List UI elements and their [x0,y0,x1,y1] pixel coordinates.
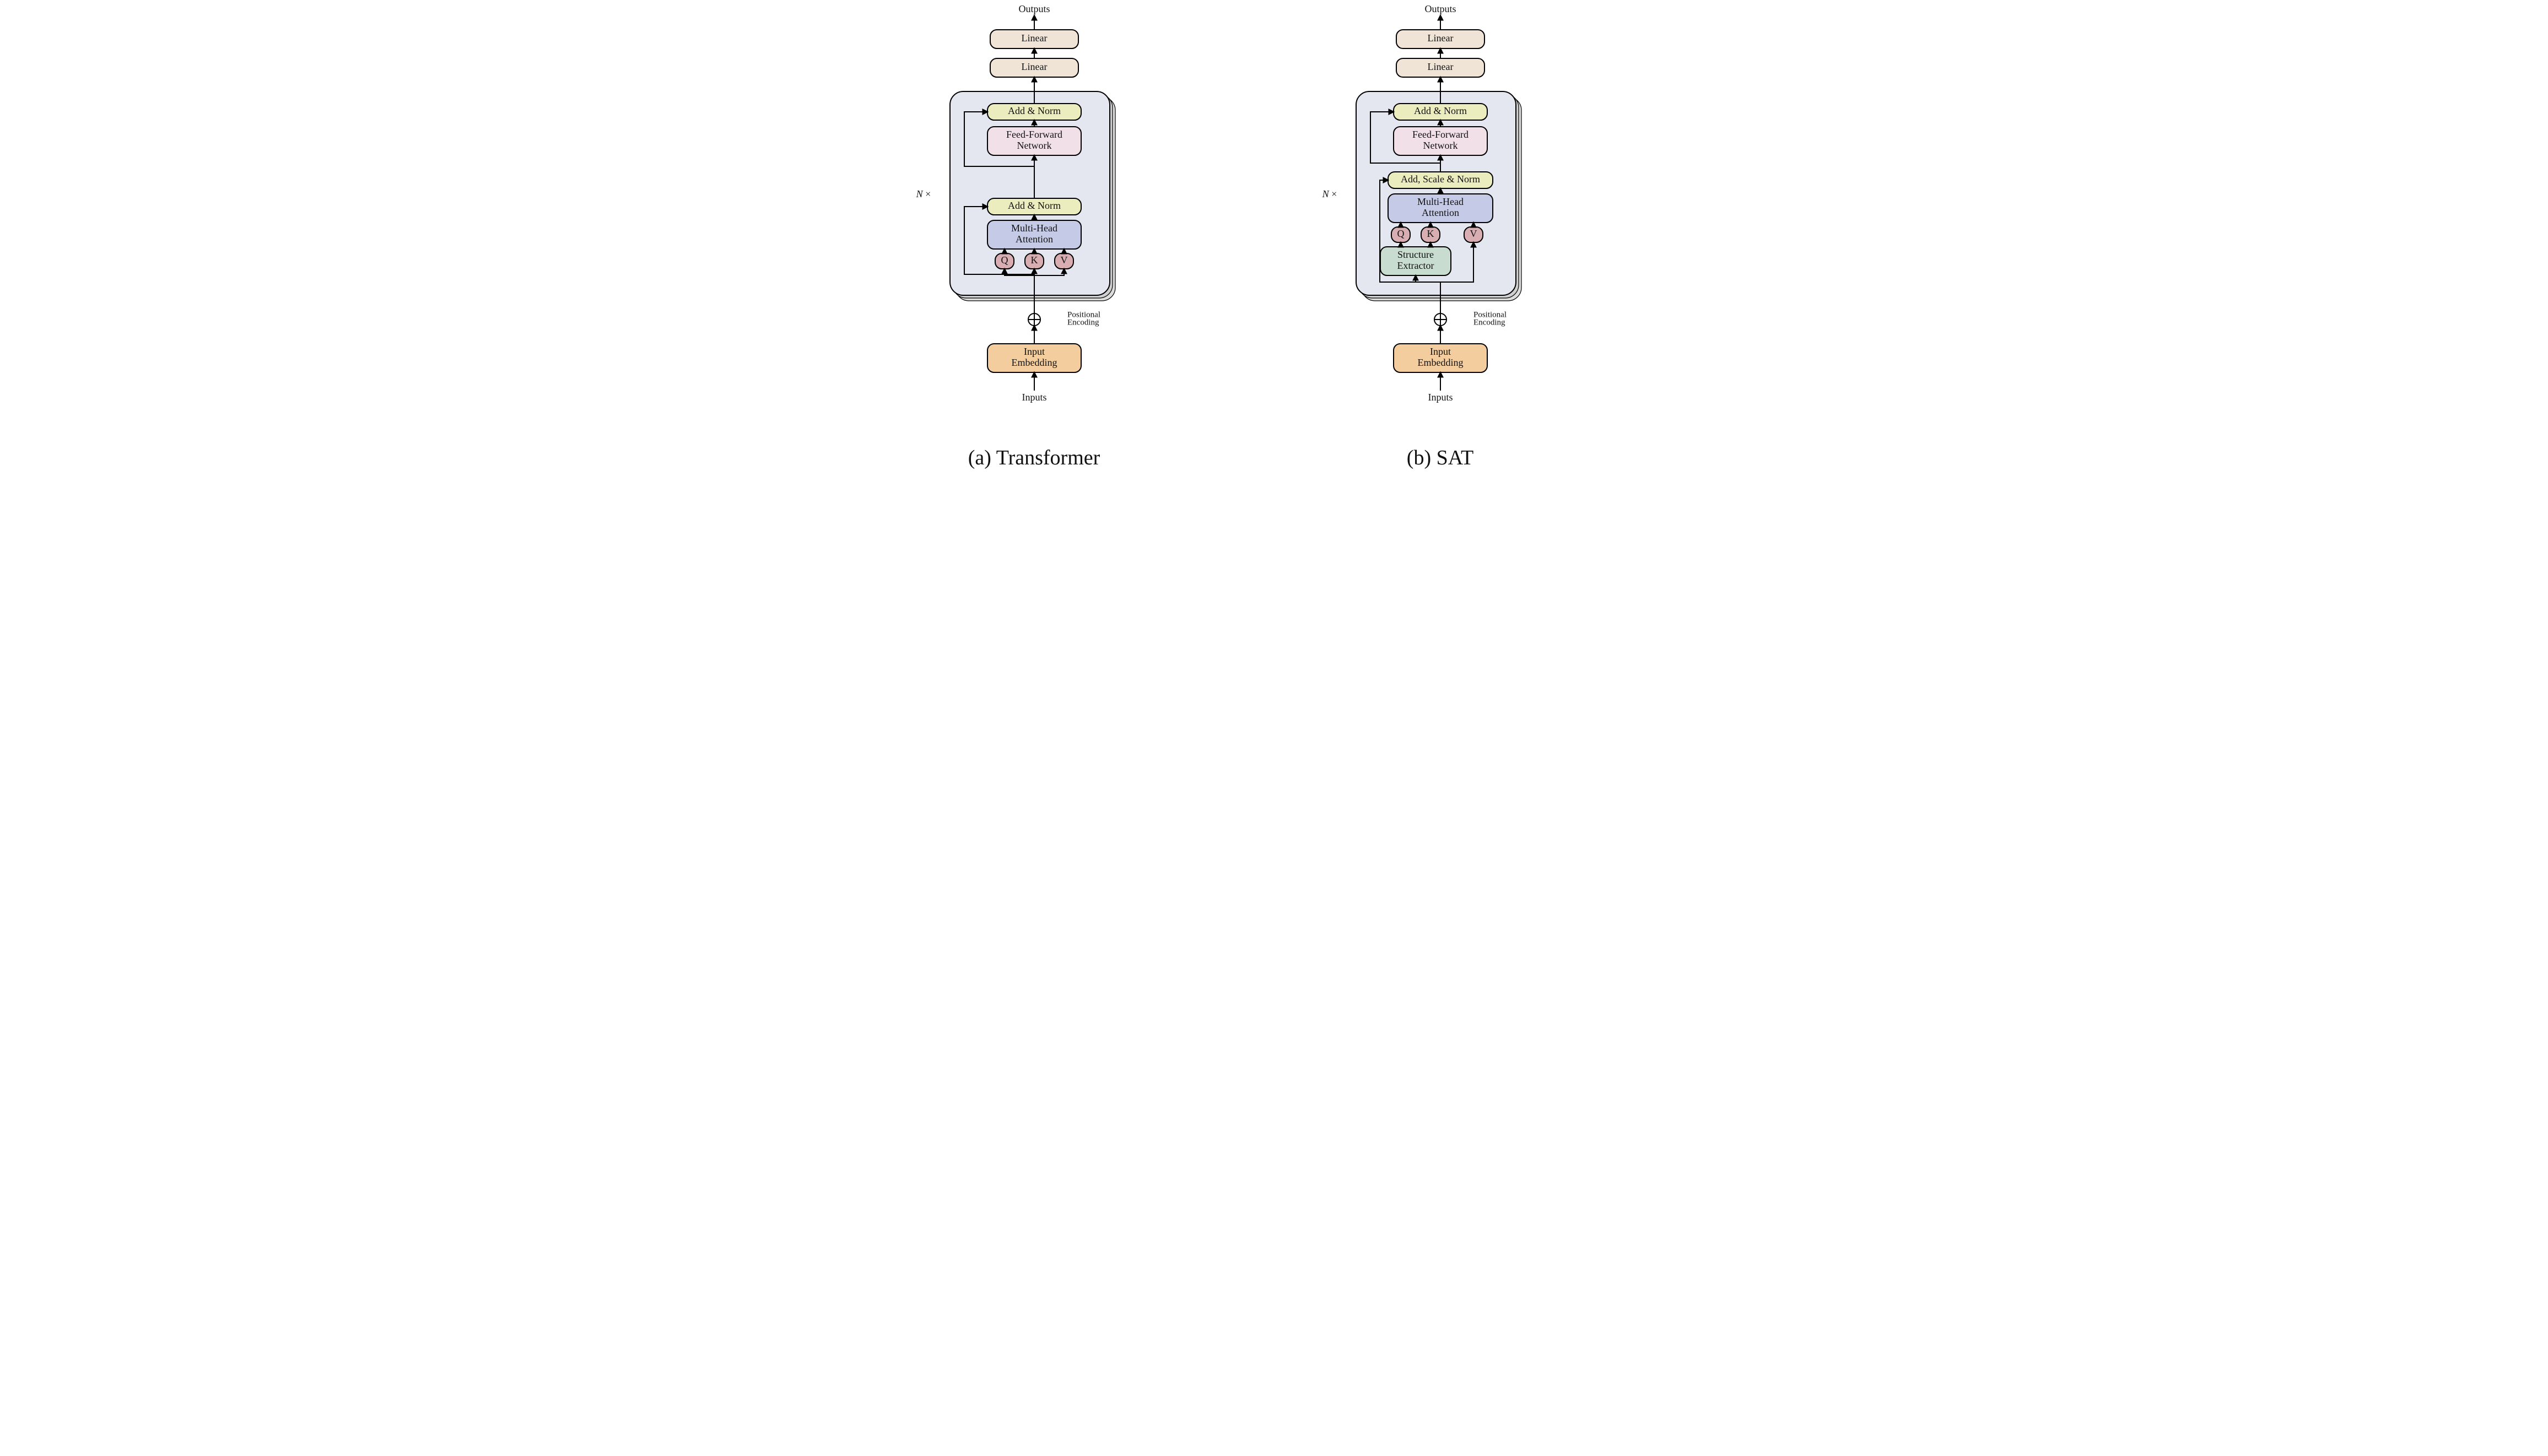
sat-structure-extractor-label-line1: Structure [1397,249,1434,260]
transformer-linear-1-label: Linear [1021,33,1047,44]
sat-pe-label-2: Encoding [1473,318,1505,327]
transformer-mha-label-line2: Attention [1016,234,1053,245]
sat-outputs-label: Outputs [1424,3,1456,14]
sat-input-embedding-label-line1: Input [1430,346,1451,357]
transformer-inputs-label: Inputs [1022,392,1046,403]
transformer-linear-2-label: Linear [1021,61,1047,72]
sat-addscalenorm-label: Add, Scale & Norm [1401,174,1480,185]
transformer-mha-label-line1: Multi-Head [1011,223,1057,234]
transformer-addnorm-mid-label: Add & Norm [1008,200,1061,211]
transformer-addnorm-top-label: Add & Norm [1008,105,1061,116]
transformer-n-times-label: N × [915,188,931,199]
sat-ffn-label-line1: Feed-Forward [1412,129,1469,140]
transformer-ffn-label-line1: Feed-Forward [1006,129,1062,140]
transformer-caption: (a) Transformer [924,446,1145,470]
sat-n-times-label: N × [1321,188,1337,199]
transformer-input-embedding-label-line2: Embedding [1011,357,1057,368]
diagram-svg: N × Outputs Linear Linear Add & Norm Feed-For… [850,0,1699,485]
sat-addnorm-top-label: Add & Norm [1414,105,1467,116]
sat-structure-extractor-label-line2: Extractor [1397,260,1434,271]
transformer-qkv-q-label: Q [1001,255,1008,266]
transformer-pe-label-2: Encoding [1067,318,1099,327]
sat-mha-label-line2: Attention [1422,207,1459,218]
sat-caption: (b) SAT [1330,446,1551,470]
sat-linear-2-label: Linear [1427,61,1453,72]
transformer-ffn-label-line2: Network [1017,140,1051,151]
sat-mha-label-line1: Multi-Head [1417,196,1464,207]
sat-qkv-v-label: V [1470,228,1477,239]
sat-qkv-k-label: K [1427,228,1434,239]
transformer-outputs-label: Outputs [1018,3,1050,14]
transformer-input-embedding-label-line1: Input [1024,346,1045,357]
sat-qkv-q-label: Q [1397,228,1404,239]
sat-linear-1-label: Linear [1427,33,1453,44]
transformer-qkv-v-label: V [1060,255,1067,266]
figure-root: N × Outputs Linear Linear Add & Norm Feed-For… [850,0,1699,485]
sat-input-embedding-label-line2: Embedding [1417,357,1463,368]
sat-inputs-label: Inputs [1428,392,1453,403]
transformer-qkv-k-label: K [1030,255,1038,266]
sat-ffn-label-line2: Network [1423,140,1457,151]
